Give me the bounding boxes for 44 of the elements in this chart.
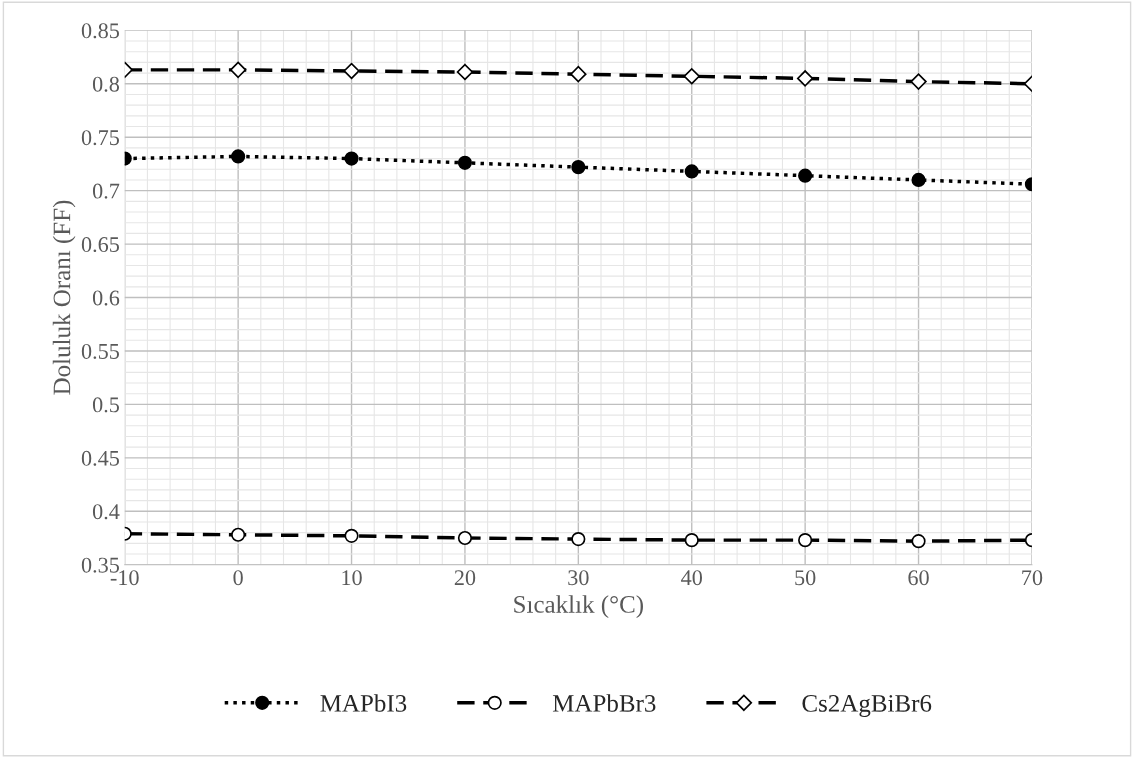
- y-axis-title: Doluluk Oranı (FF): [52, 200, 76, 395]
- point: [571, 531, 586, 547]
- point: [570, 65, 587, 83]
- point: [344, 528, 359, 543]
- point: [798, 168, 813, 183]
- y-tick-label: 0.55: [81, 343, 120, 359]
- y-tick-label: 0.7: [92, 183, 120, 199]
- point: [911, 534, 926, 549]
- x-tick-label: 0: [233, 570, 243, 586]
- x-tick-label: 30: [568, 570, 589, 586]
- point: [343, 62, 360, 80]
- y-tick-label: 0.85: [81, 23, 120, 39]
- x-tick-label: 60: [908, 570, 929, 586]
- x-axis-title: Sıcaklık (°C): [514, 595, 643, 618]
- point: [231, 527, 246, 542]
- x-tick-label: 10: [342, 570, 362, 586]
- x-tick-label: 40: [681, 570, 702, 586]
- legend-label: MAPbI3: [320, 694, 407, 712]
- legend-label: MAPbBr3: [552, 694, 656, 712]
- point: [683, 68, 700, 85]
- y-tick-label: 0.8: [92, 76, 120, 92]
- point: [796, 70, 814, 87]
- legend-label: Cs2AgBiBr6: [802, 695, 932, 717]
- point: [684, 533, 699, 548]
- y-tick-label: 0.75: [81, 130, 120, 146]
- point: [456, 63, 474, 81]
- y-tick-label: 0.45: [81, 450, 120, 466]
- point: [910, 73, 927, 90]
- y-tick-label: 0.65: [81, 237, 120, 253]
- point: [684, 164, 699, 179]
- point: [457, 155, 473, 170]
- point: [457, 530, 473, 546]
- y-tick-label: 0.6: [92, 290, 120, 306]
- point: [798, 533, 813, 548]
- y-tick-label: 0.5: [92, 397, 120, 413]
- y-tick-label: 0.4: [92, 504, 120, 520]
- point: [231, 149, 246, 164]
- x-tick-label: 50: [795, 570, 816, 586]
- x-tick-label: 20: [454, 570, 476, 586]
- point: [911, 172, 926, 188]
- point: [229, 61, 247, 79]
- point: [344, 151, 359, 166]
- x-tick-label: 70: [1022, 570, 1043, 586]
- point: [571, 160, 586, 175]
